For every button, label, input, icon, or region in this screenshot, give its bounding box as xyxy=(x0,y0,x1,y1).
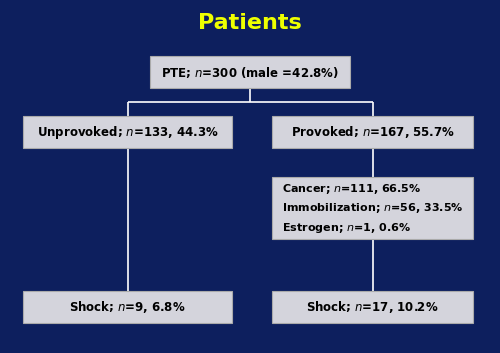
Text: Provoked; $n$=167, 55.7%: Provoked; $n$=167, 55.7% xyxy=(290,124,454,140)
FancyBboxPatch shape xyxy=(272,116,472,148)
Text: Shock; $n$=9, 6.8%: Shock; $n$=9, 6.8% xyxy=(70,299,186,315)
FancyBboxPatch shape xyxy=(272,291,472,323)
Text: PTE; $n$=300 (male =42.8%): PTE; $n$=300 (male =42.8%) xyxy=(161,65,339,80)
Text: Shock; $n$=17, 10.2%: Shock; $n$=17, 10.2% xyxy=(306,299,439,315)
Text: Cancer; $n$=111, 66.5%
Immobilization; $n$=56, 33.5%
Estrogen; $n$=1, 0.6%: Cancer; $n$=111, 66.5% Immobilization; $… xyxy=(282,182,463,235)
FancyBboxPatch shape xyxy=(272,177,472,239)
FancyBboxPatch shape xyxy=(150,56,350,88)
Text: Patients: Patients xyxy=(198,13,302,33)
Text: Unprovoked; $n$=133, 44.3%: Unprovoked; $n$=133, 44.3% xyxy=(36,124,218,141)
FancyBboxPatch shape xyxy=(22,116,233,148)
FancyBboxPatch shape xyxy=(22,291,233,323)
